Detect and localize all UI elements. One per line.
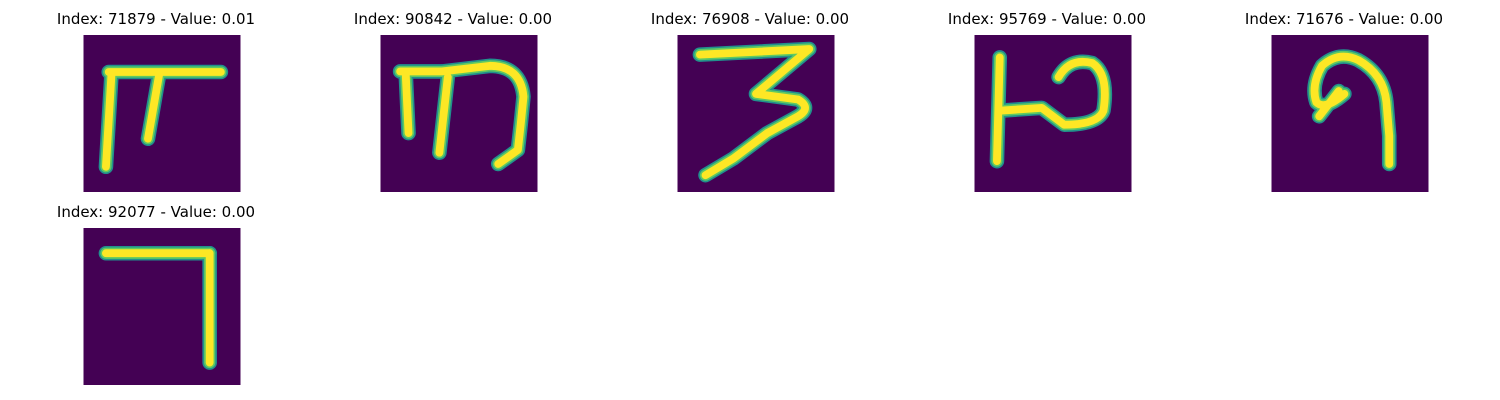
panel-caption: Index: 90842 - Value: 0.00 bbox=[353, 10, 553, 28]
image-panel-6: Index: 92077 - Value: 0.00 bbox=[6, 193, 306, 385]
panel-caption: Index: 71879 - Value: 0.01 bbox=[56, 10, 256, 28]
glyph-95769-icon bbox=[974, 35, 1132, 192]
glyph-76908-icon bbox=[677, 35, 835, 192]
image-panel-2: Index: 90842 - Value: 0.00 bbox=[303, 0, 603, 192]
image-panel-3: Index: 76908 - Value: 0.00 bbox=[600, 0, 900, 192]
glyph-92077-icon bbox=[83, 228, 241, 385]
glyph-71676-icon bbox=[1271, 35, 1429, 192]
panel-caption: Index: 95769 - Value: 0.00 bbox=[947, 10, 1147, 28]
panel-caption: Index: 71676 - Value: 0.00 bbox=[1244, 10, 1444, 28]
glyph-71879-icon bbox=[83, 35, 241, 192]
image-panel-5: Index: 71676 - Value: 0.00 bbox=[1194, 0, 1494, 192]
panel-caption: Index: 92077 - Value: 0.00 bbox=[56, 203, 256, 221]
glyph-90842-icon bbox=[380, 35, 538, 192]
image-panel-1: Index: 71879 - Value: 0.01 bbox=[6, 0, 306, 192]
panel-caption: Index: 76908 - Value: 0.00 bbox=[650, 10, 850, 28]
image-panel-4: Index: 95769 - Value: 0.00 bbox=[897, 0, 1197, 192]
